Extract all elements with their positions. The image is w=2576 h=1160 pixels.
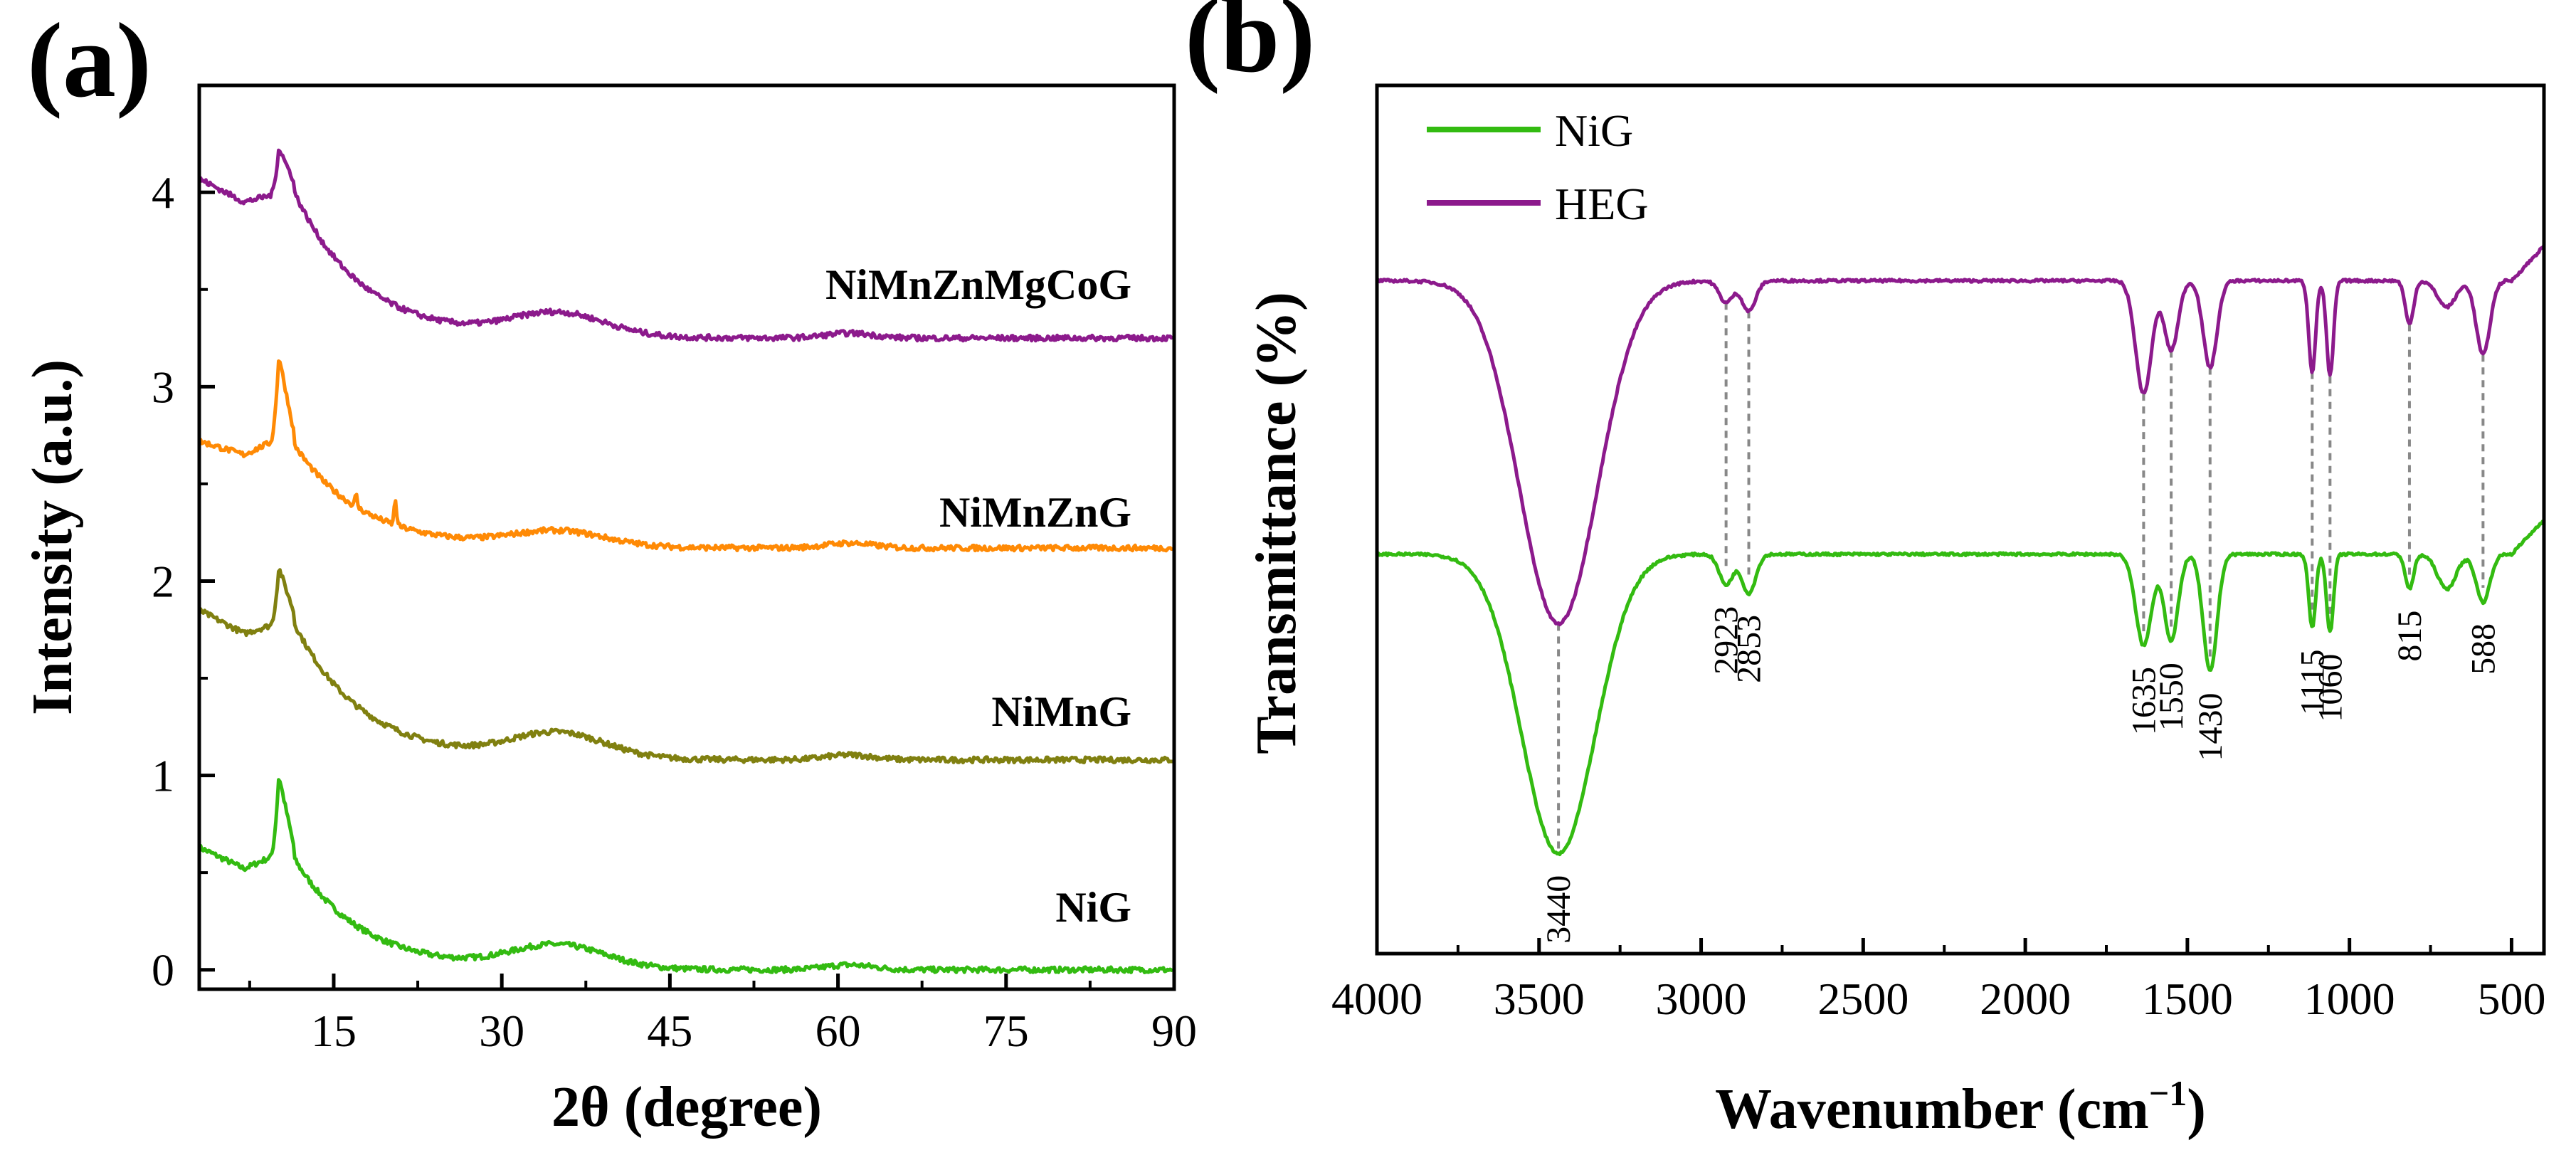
- xrd-series-label-nig: NiG: [1055, 884, 1131, 931]
- xrd-series-nig: [197, 778, 1174, 974]
- panel-b-plot-frame: [1375, 83, 2546, 956]
- peak-label-2923: 2923: [1708, 606, 1746, 675]
- panel-b-x-tick-label: 500: [2477, 974, 2545, 1024]
- panel-b-x-tick-label: 1500: [2142, 974, 2233, 1024]
- panel-a-x-tick-label: 30: [479, 1006, 524, 1056]
- panel-b-x-axis-title: Wavenumber (cm−1): [1715, 1073, 2206, 1141]
- panel-b-y-axis-title: Transmittance (%): [1245, 292, 1308, 754]
- panel-a-plot-frame: [197, 83, 1176, 991]
- panel-a-y-tick-label: 2: [152, 556, 174, 606]
- panel-a-x-tick-label: 45: [647, 1006, 692, 1056]
- legend-label-heg: HEG: [1555, 179, 1649, 229]
- panel-a-x-tick-label: 75: [983, 1006, 1029, 1056]
- panel-b-x-tick-label: 2000: [1980, 974, 2071, 1024]
- xrd-series-label-nimnznmgcog: NiMnZnMgCoG: [825, 261, 1131, 308]
- panel-a-y-tick-label: 1: [152, 751, 174, 801]
- peak-label-1635: 1635: [2125, 667, 2163, 735]
- peak-label-815: 815: [2391, 611, 2429, 662]
- ftir-series-nig: [1376, 519, 2545, 857]
- panel-b-x-tick-label: 3500: [1494, 974, 1585, 1024]
- panel-b-x-tick-label: 1000: [2304, 974, 2395, 1024]
- panel-a-xrd-chart: (a) 15 30 45 60 75 90 0 1 2 3 4 NiG NiMnG NiMnZnG NiM…: [21, 1, 1197, 1139]
- panel-a-x-tick-label: 90: [1151, 1006, 1197, 1056]
- panel-a-y-axis-title: Intensity (a.u.): [21, 359, 84, 715]
- xrd-series-nimnzng: [197, 359, 1173, 553]
- panel-b-label: (b): [1185, 0, 1315, 95]
- peak-label-3440: 3440: [1540, 875, 1578, 944]
- peak-label-1550: 1550: [2153, 663, 2190, 731]
- xrd-series-label-nimng: NiMnG: [991, 688, 1131, 735]
- peak-label-1060: 1060: [2311, 654, 2349, 722]
- peak-label-1115: 1115: [2293, 650, 2331, 715]
- panel-a-x-tick-label: 60: [815, 1006, 861, 1056]
- panel-b-x-tick-label: 2500: [1817, 974, 1909, 1024]
- panel-b-x-tick-label: 4000: [1331, 974, 1422, 1024]
- legend-label-nig: NiG: [1555, 105, 1633, 156]
- panel-a-y-tick-label: 0: [152, 945, 174, 996]
- peak-label-588: 588: [2464, 623, 2502, 675]
- panel-b-x-tick-label: 3000: [1656, 974, 1747, 1024]
- xrd-series-nimng: [198, 568, 1173, 764]
- panel-a-x-tick-label: 15: [311, 1006, 357, 1056]
- peak-label-2853: 2853: [1731, 615, 1768, 683]
- panel-a-y-tick-label: 3: [152, 362, 174, 412]
- xrd-series-nimnznmgcog: [199, 148, 1174, 343]
- panel-a-x-axis-title: 2θ (degree): [551, 1076, 822, 1139]
- ftir-series-heg: [1376, 244, 2545, 627]
- panel-b-ftir-chart: (b) 4000 3500 3000 2500 2000 1500 1000 500 3440…: [1185, 0, 2546, 1141]
- panel-a-y-tick-label: 4: [152, 167, 174, 218]
- panel-a-label: (a): [27, 1, 152, 120]
- peak-label-1430: 1430: [2192, 693, 2229, 761]
- xrd-series-label-nimnzng: NiMnZnG: [939, 489, 1131, 536]
- panel-b-legend: NiG HEG: [1427, 105, 1649, 229]
